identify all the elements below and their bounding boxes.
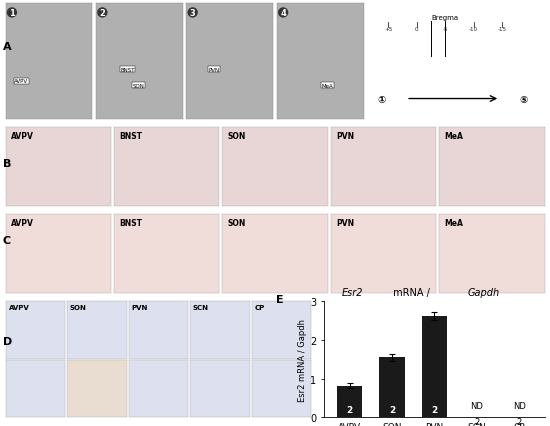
- Text: ⑤: ⑤: [519, 94, 527, 104]
- Text: 2: 2: [346, 406, 353, 414]
- Text: 2: 2: [389, 406, 395, 414]
- Text: ①: ①: [377, 94, 386, 104]
- Text: MeA: MeA: [444, 219, 463, 228]
- Text: ND: ND: [513, 402, 526, 411]
- Text: mRNA /: mRNA /: [390, 287, 433, 297]
- Text: PVN: PVN: [336, 132, 354, 141]
- Text: AVPV: AVPV: [14, 79, 28, 84]
- Text: E: E: [276, 295, 284, 305]
- Text: MeA: MeA: [322, 84, 334, 89]
- Text: 0: 0: [415, 27, 419, 32]
- Text: Gapdh: Gapdh: [468, 287, 499, 297]
- Text: SON: SON: [133, 84, 144, 89]
- Text: BNST: BNST: [119, 132, 142, 141]
- Text: SON: SON: [228, 219, 246, 228]
- Text: PVN: PVN: [131, 305, 148, 311]
- Text: BNST: BNST: [120, 67, 135, 72]
- Text: -15: -15: [497, 27, 507, 32]
- Text: MeA: MeA: [444, 132, 463, 141]
- Text: D: D: [3, 336, 12, 346]
- Text: Esr2: Esr2: [342, 287, 364, 297]
- Text: +5: +5: [384, 27, 393, 32]
- Text: CP: CP: [255, 305, 265, 311]
- Text: B: B: [3, 159, 11, 169]
- Text: C: C: [3, 236, 11, 246]
- Text: PVN: PVN: [336, 219, 354, 228]
- Text: AVPV: AVPV: [11, 219, 34, 228]
- Text: 2: 2: [516, 417, 522, 426]
- Text: 2: 2: [100, 9, 105, 18]
- Text: AVPV: AVPV: [11, 132, 34, 141]
- Text: -5: -5: [442, 27, 448, 32]
- Bar: [379, 357, 405, 417]
- Text: Bregma: Bregma: [432, 15, 459, 21]
- Text: A: A: [3, 42, 12, 52]
- Text: 1: 1: [9, 9, 15, 18]
- Text: AVPV: AVPV: [8, 305, 29, 311]
- Text: PVN: PVN: [208, 67, 219, 72]
- Text: BNST: BNST: [119, 219, 142, 228]
- Text: ND: ND: [470, 402, 483, 411]
- Text: 2: 2: [431, 406, 438, 414]
- Text: -10: -10: [469, 27, 478, 32]
- Text: 3: 3: [190, 9, 196, 18]
- Text: SCN: SCN: [193, 305, 209, 311]
- Text: SON: SON: [228, 132, 246, 141]
- Bar: [422, 316, 447, 417]
- Text: SON: SON: [70, 305, 87, 311]
- Bar: [337, 386, 362, 417]
- Y-axis label: Esr2 mRNA / Gapdh: Esr2 mRNA / Gapdh: [298, 318, 307, 401]
- Text: 2: 2: [474, 417, 480, 426]
- Text: 4: 4: [280, 9, 286, 18]
